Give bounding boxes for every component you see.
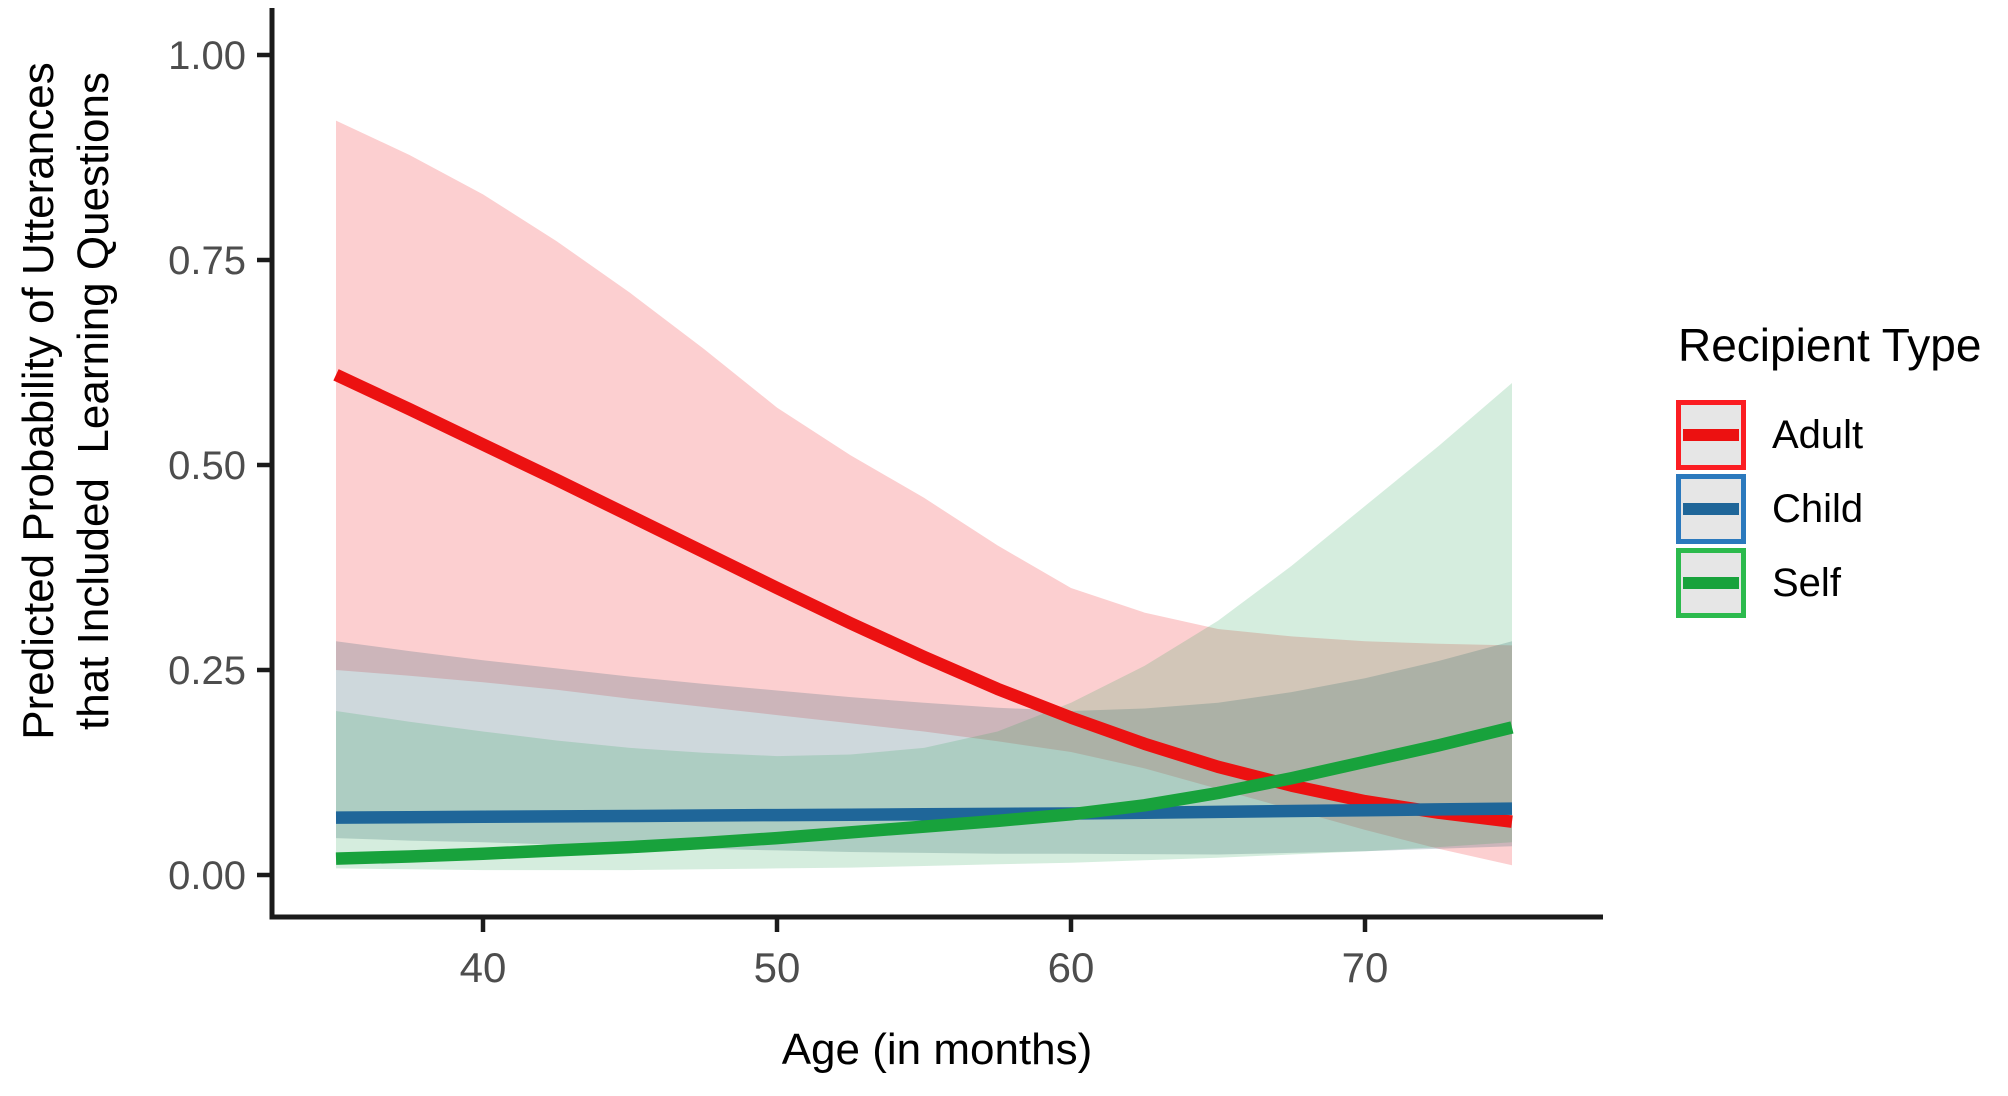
y-axis-ticks: 1.00 0.75 0.50 0.25 0.00 xyxy=(168,34,272,898)
legend-entry-child: Child xyxy=(1676,474,2006,544)
y-axis-title-line1: Predicted Probability of Utterances xyxy=(14,62,63,740)
y-axis-title-line2: that Included Learning Questions xyxy=(69,72,118,731)
y-tick-label: 0.50 xyxy=(168,444,246,488)
y-tick-label: 0.75 xyxy=(168,239,246,283)
y-tick-label: 0.00 xyxy=(168,854,246,898)
legend-label-child: Child xyxy=(1772,486,1864,531)
x-axis-ticks: 40 50 60 70 xyxy=(460,917,1389,991)
legend-title: Recipient Type xyxy=(1678,319,1982,371)
series-line-adult xyxy=(333,369,1513,828)
series-line-child xyxy=(335,802,1513,824)
ribbon-adult xyxy=(336,120,1512,866)
ribbon-self xyxy=(336,383,1512,871)
x-tick-label: 70 xyxy=(1342,944,1389,991)
legend-keyline-child xyxy=(1683,503,1739,515)
legend-keybox-child xyxy=(1676,474,1746,544)
series-lines xyxy=(333,369,1514,865)
legend-keybox-self xyxy=(1676,548,1746,618)
x-tick-label: 50 xyxy=(754,944,801,991)
legend-entry-adult: Adult xyxy=(1676,400,2006,470)
legend-keybox-adult xyxy=(1676,400,1746,470)
legend: Recipient Type Adult Child Self xyxy=(1676,318,2006,622)
ribbon-child xyxy=(336,641,1512,855)
legend-keyline-adult xyxy=(1683,429,1739,441)
series-line-self xyxy=(335,721,1514,865)
legend-label-adult: Adult xyxy=(1772,412,1864,457)
x-axis-title: Age (in months) xyxy=(781,1025,1093,1074)
legend-keyline-self xyxy=(1683,577,1739,589)
confidence-ribbons xyxy=(336,120,1512,871)
legend-label-self: Self xyxy=(1772,560,1841,605)
y-axis-title: Predicted Probability of Utterances that… xyxy=(11,0,123,821)
y-tick-label: 1.00 xyxy=(168,34,246,78)
y-tick-label: 0.25 xyxy=(168,649,246,693)
x-tick-label: 60 xyxy=(1048,944,1095,991)
legend-entry-self: Self xyxy=(1676,548,2006,618)
x-tick-label: 40 xyxy=(460,944,507,991)
